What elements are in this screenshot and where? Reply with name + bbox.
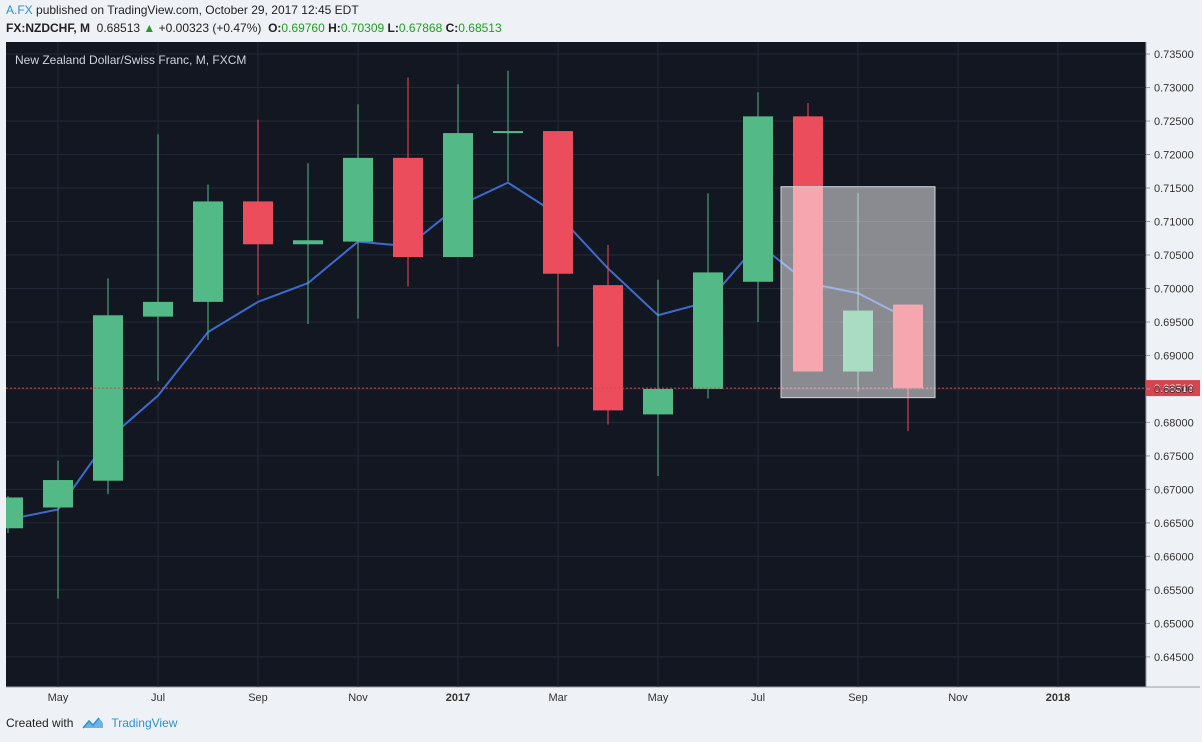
candle-body — [493, 131, 523, 134]
y-tick-label: 0.72000 — [1154, 150, 1194, 162]
x-tick-label: 2018 — [1046, 692, 1070, 704]
low-value: 0.67868 — [398, 21, 443, 35]
candle-body — [193, 201, 223, 302]
candle-body — [443, 133, 473, 257]
candle — [543, 131, 573, 347]
candle-body — [743, 116, 773, 282]
price-axis[interactable] — [1146, 42, 1200, 687]
candle — [6, 496, 23, 533]
tradingview-logo-icon — [82, 717, 104, 729]
x-tick-label: Jul — [151, 692, 165, 704]
price-chart[interactable]: 0.68513 0.73500 0.73000 0.72500 0.72000 0.71… — [6, 42, 1200, 708]
y-tick-label: 0.68000 — [1154, 417, 1194, 429]
y-tick-label: 0.66500 — [1154, 518, 1194, 530]
candle — [743, 92, 773, 322]
publish-info: A.FX published on TradingView.com, Octob… — [6, 3, 359, 17]
last-price: 0.68513 — [96, 21, 141, 35]
y-tick-label: 0.73000 — [1154, 83, 1194, 95]
candle-body — [593, 285, 623, 411]
candle — [593, 244, 623, 425]
candle — [493, 70, 523, 182]
selection-rect — [780, 186, 936, 399]
close-value: 0.68513 — [458, 21, 502, 35]
candle-body — [343, 157, 373, 242]
grid — [6, 42, 1146, 687]
chart-background — [6, 42, 1146, 687]
candle-body — [543, 131, 573, 274]
y-tick-label: 0.72500 — [1154, 116, 1194, 128]
last-price-tag — [1146, 380, 1200, 397]
close-label: C: — [445, 21, 459, 35]
candle-body — [293, 240, 323, 245]
up-arrow-icon: ▲ — [143, 21, 156, 35]
candle — [443, 84, 473, 257]
candle-body — [6, 497, 23, 529]
last-price-line: 0.68513 — [6, 380, 1200, 397]
candle-body — [643, 388, 673, 415]
y-axis-ticks: 0.73500 0.73000 0.72500 0.72000 0.71500 0.710… — [1146, 49, 1194, 664]
x-tick-label: May — [648, 692, 669, 704]
y-tick-label: 0.68500 — [1154, 384, 1194, 396]
selection-box[interactable] — [780, 186, 936, 399]
time-axis[interactable] — [6, 687, 1200, 708]
y-tick-label: 0.73500 — [1154, 49, 1194, 61]
candle — [393, 77, 423, 287]
y-tick-label: 0.65500 — [1154, 585, 1194, 597]
candle — [643, 279, 673, 477]
x-tick-label: Jul — [751, 692, 765, 704]
high-value: 0.70309 — [340, 21, 385, 35]
x-tick-label: Mar — [549, 692, 568, 704]
x-tick-label: Sep — [848, 692, 868, 704]
x-tick-label: Nov — [348, 692, 368, 704]
candle — [43, 460, 73, 599]
x-tick-label: Nov — [948, 692, 968, 704]
candle-body — [93, 315, 123, 481]
candle — [243, 119, 273, 296]
candle — [193, 184, 223, 341]
footer: Created with TradingView — [6, 716, 177, 730]
candle-body — [393, 157, 423, 257]
author-link[interactable]: A.FX — [6, 3, 33, 17]
y-tick-label: 0.66000 — [1154, 551, 1194, 563]
x-tick-label: Sep — [248, 692, 268, 704]
published-text: published on TradingView.com, October 29… — [36, 3, 359, 17]
y-tick-label: 0.71500 — [1154, 183, 1194, 195]
y-tick-label: 0.67500 — [1154, 451, 1194, 463]
low-label: L: — [387, 21, 399, 35]
x-tick-label: May — [48, 692, 69, 704]
x-tick-label: 2017 — [446, 692, 470, 704]
candle — [93, 278, 123, 495]
y-tick-label: 0.64500 — [1154, 652, 1194, 664]
y-tick-label: 0.65000 — [1154, 618, 1194, 630]
candle — [693, 193, 723, 399]
candle — [143, 134, 173, 381]
chart-title: New Zealand Dollar/Swiss Franc, M, FXCM — [15, 53, 246, 67]
candle-body — [693, 272, 723, 389]
y-tick-label: 0.70500 — [1154, 250, 1194, 262]
created-with-label: Created with — [6, 716, 74, 730]
candle-body — [143, 301, 173, 317]
candle-body — [243, 201, 273, 245]
candle — [293, 163, 323, 324]
y-tick-label: 0.67000 — [1154, 484, 1194, 496]
x-axis-ticks: May Jul Sep Nov 2017 Mar May Jul Sep Nov 2018 — [48, 692, 1071, 704]
open-value: 0.69760 — [281, 21, 325, 35]
y-tick-label: 0.69000 — [1154, 350, 1194, 362]
symbol-label: FX:NZDCHF, M — [6, 21, 90, 35]
high-label: H: — [328, 21, 341, 35]
y-tick-label: 0.69500 — [1154, 317, 1194, 329]
candle — [343, 104, 373, 319]
change-value: ▲ +0.00323 (+0.47%) — [143, 21, 262, 35]
last-price-tag-label: 0.68513 — [1154, 383, 1194, 395]
y-tick-label: 0.71000 — [1154, 217, 1194, 229]
open-label: O: — [268, 21, 282, 35]
ohlc-bar: FX:NZDCHF, M 0.68513 ▲ +0.00323 (+0.47%)… — [6, 21, 502, 35]
candle-body — [43, 480, 73, 508]
y-tick-label: 0.70000 — [1154, 283, 1194, 295]
tradingview-link[interactable]: TradingView — [111, 716, 178, 730]
